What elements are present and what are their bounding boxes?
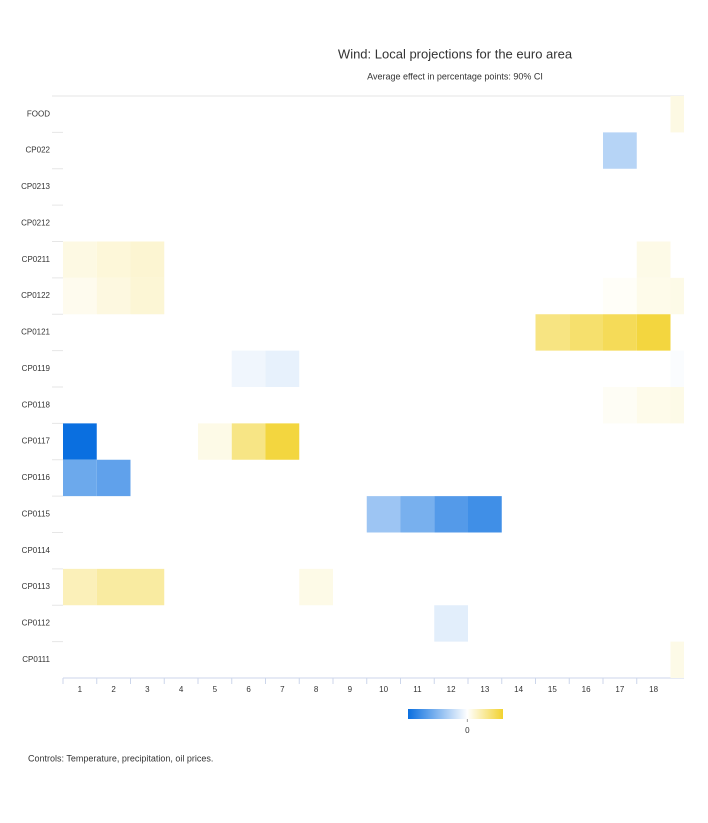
heat-cell (434, 605, 468, 642)
heat-cell (603, 277, 637, 315)
y-tick-label: CP022 (26, 146, 51, 155)
y-tick-label: CP0118 (22, 400, 51, 409)
x-tick-label: 7 (280, 685, 285, 694)
y-tick-label: CP0115 (22, 509, 51, 518)
heat-cell (468, 496, 502, 533)
y-tick-label: CP0116 (22, 473, 51, 482)
x-tick-label: 11 (413, 685, 422, 694)
heat-cell (636, 277, 671, 315)
heat-cell (670, 641, 684, 678)
heat-cell (670, 387, 684, 424)
x-tick-label: 10 (379, 685, 388, 694)
x-tick-label: 5 (213, 685, 218, 694)
x-tick-label: 3 (145, 685, 150, 694)
heat-cell (299, 568, 333, 606)
x-tick-label: 15 (548, 685, 557, 694)
y-tick-label: CP0119 (22, 364, 51, 373)
y-tick-label: CP0112 (22, 619, 51, 628)
heat-cell (670, 96, 684, 133)
x-tick-label: 6 (246, 685, 251, 694)
heat-cell (63, 423, 97, 460)
heat-cell (96, 459, 131, 497)
heat-cell (636, 241, 671, 278)
y-tick-label: CP0121 (21, 328, 50, 337)
x-tick-label: 17 (615, 685, 624, 694)
heat-cell (130, 568, 165, 606)
heat-cell (400, 496, 435, 533)
footnote: Controls: Temperature, precipitation, oi… (28, 753, 213, 763)
heat-cell (231, 350, 266, 387)
y-tick-label: CP0212 (21, 218, 50, 227)
heat-cell (636, 314, 671, 351)
heat-cell (96, 568, 131, 606)
heat-cell (63, 568, 97, 606)
heat-cell (96, 277, 131, 315)
color-bar-label: 0 (465, 726, 470, 735)
x-tick-label: 16 (582, 685, 591, 694)
heat-cell (63, 459, 97, 497)
heat-cell (231, 423, 266, 460)
heat-cell (569, 314, 603, 351)
heat-cell (603, 132, 637, 169)
heat-cell (265, 350, 300, 387)
x-tick-label: 12 (447, 685, 456, 694)
heat-cell (366, 496, 401, 533)
x-tick-label: 4 (179, 685, 184, 694)
y-tick-label: CP0114 (22, 546, 51, 555)
y-tick-label: CP0213 (21, 182, 50, 191)
x-tick-label: 2 (111, 685, 116, 694)
y-tick-label: CP0117 (22, 437, 51, 446)
chart-subtitle: Average effect in percentage points: 90%… (367, 71, 543, 81)
heat-cell (434, 496, 468, 533)
x-tick-label: 8 (314, 685, 319, 694)
heat-cell (96, 241, 131, 278)
y-tick-label: CP0113 (22, 582, 51, 591)
chart-title: Wind: Local projections for the euro are… (338, 46, 573, 61)
heat-cell (63, 277, 97, 315)
y-tick-label: CP0211 (22, 255, 51, 264)
heat-cell (603, 314, 637, 351)
heat-cell (63, 241, 97, 278)
heat-cell (603, 387, 637, 424)
heat-cell (670, 350, 684, 387)
x-tick-label: 18 (649, 685, 658, 694)
x-tick-label: 9 (348, 685, 353, 694)
heat-cell (670, 277, 684, 315)
x-tick-label: 13 (480, 685, 489, 694)
heat-cell (130, 277, 165, 315)
y-tick-label: CP0111 (22, 655, 50, 664)
color-bar (408, 709, 503, 719)
heat-cell (636, 387, 671, 424)
heat-cell (130, 241, 165, 278)
heat-cell (535, 314, 570, 351)
y-tick-label: FOOD (27, 109, 50, 118)
x-tick-label: 14 (514, 685, 523, 694)
heat-cell (198, 423, 232, 460)
x-tick-label: 1 (78, 685, 83, 694)
heat-cell (265, 423, 300, 460)
y-tick-label: CP0122 (21, 291, 50, 300)
